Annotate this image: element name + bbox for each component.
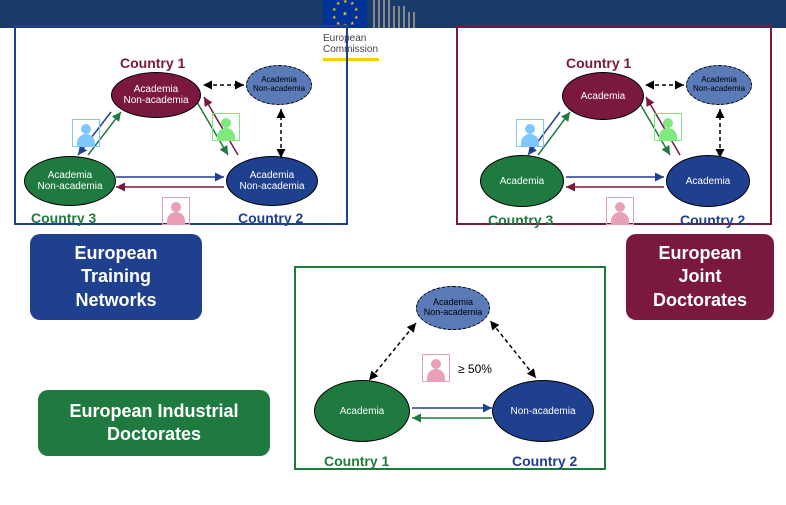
node-ejd-n3: Academia [480, 155, 564, 207]
person-icon-ejd-p_green [654, 113, 682, 141]
country-label-etn-c3: Country 3 [31, 210, 96, 226]
person-icon-eid-p_pink [422, 354, 450, 382]
eu-flag-icon: ★★ ★★ ★★ ★★ ★★ [323, 0, 367, 28]
country-label-etn-c2: Country 2 [238, 210, 303, 226]
panel-eid: Academia Non-academia Academia Non-academi… [294, 266, 606, 470]
node-etn-n2: Academia Non-academia [226, 156, 318, 206]
person-icon-etn-p_pink [162, 197, 190, 225]
country-label-etn-c1: Country 1 [120, 55, 185, 71]
person-icon-ejd-p_blue [516, 119, 544, 147]
title-etn: European Training Networks [30, 234, 202, 320]
title-ejd: European Joint Doctorates [626, 234, 774, 320]
title-eid: European Industrial Doctorates [38, 390, 270, 456]
panel-ejd: Academia Academia Academia Academia Non-aca… [456, 25, 772, 225]
node-eid-n1: Academia [314, 380, 410, 442]
node-ejd-n2: Academia [666, 155, 750, 207]
node-etn-n3: Academia Non-academia [24, 156, 116, 206]
node-ejd-n1: Academia [562, 72, 644, 120]
annotation-eid: ≥ 50% [458, 362, 492, 376]
country-label-ejd-c3: Country 3 [488, 212, 553, 228]
node-ejd-n_small: Academia Non-academia [686, 65, 752, 105]
person-icon-etn-p_green [212, 113, 240, 141]
country-label-ejd-c2: Country 2 [680, 212, 745, 228]
person-icon-ejd-p_pink [606, 197, 634, 225]
country-label-ejd-c1: Country 1 [566, 55, 631, 71]
person-icon-etn-p_blue [72, 119, 100, 147]
node-eid-n_small: Academia Non-academia [416, 286, 490, 330]
panel-etn: Academia Non-academia Academia Non-academ… [14, 25, 348, 225]
node-etn-n_small: Academia Non-academia [246, 65, 312, 105]
node-eid-n2: Non-academia [492, 380, 594, 442]
ec-bars-icon [370, 0, 415, 31]
country-label-eid-c1: Country 1 [324, 453, 389, 469]
node-etn-n1: Academia Non-academia [111, 72, 201, 118]
country-label-eid-c2: Country 2 [512, 453, 577, 469]
